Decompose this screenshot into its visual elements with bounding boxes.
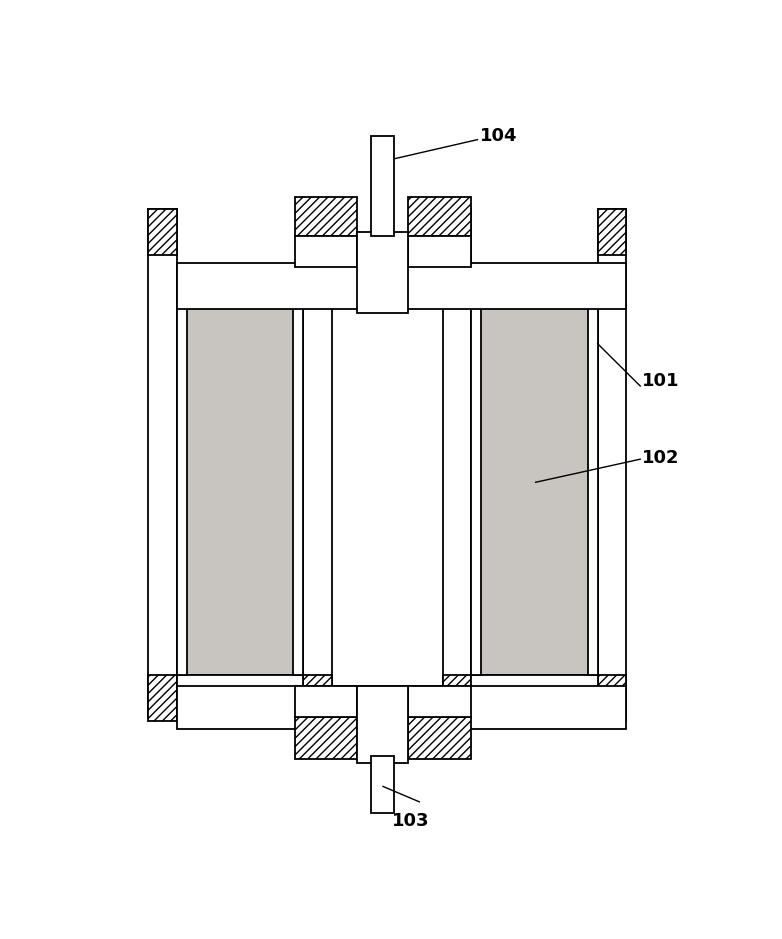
Bar: [303, 209, 332, 267]
Bar: [293, 305, 303, 675]
Bar: [472, 305, 482, 675]
Bar: [296, 197, 357, 236]
Bar: [371, 136, 394, 236]
Text: 103: 103: [393, 812, 430, 830]
Bar: [597, 209, 626, 717]
Text: 101: 101: [642, 372, 680, 390]
Bar: [407, 686, 472, 717]
Text: 102: 102: [642, 449, 680, 467]
Bar: [443, 675, 472, 721]
Bar: [597, 675, 626, 721]
Bar: [303, 675, 332, 721]
Bar: [177, 305, 187, 675]
Bar: [597, 209, 626, 255]
Bar: [303, 267, 332, 717]
Bar: [148, 209, 177, 255]
Bar: [407, 236, 472, 267]
Bar: [472, 305, 597, 675]
Bar: [296, 236, 357, 267]
Bar: [177, 305, 303, 675]
Bar: [296, 686, 357, 717]
Bar: [357, 686, 407, 763]
Bar: [371, 756, 394, 813]
Bar: [177, 267, 303, 305]
Bar: [357, 232, 407, 313]
Bar: [177, 263, 626, 309]
Bar: [472, 267, 597, 305]
Bar: [587, 305, 597, 675]
Bar: [177, 686, 626, 729]
Bar: [443, 267, 472, 717]
Bar: [407, 197, 472, 236]
Bar: [407, 717, 472, 760]
Text: 104: 104: [480, 127, 518, 145]
Bar: [148, 675, 177, 721]
Bar: [472, 675, 597, 714]
Bar: [443, 209, 472, 267]
Bar: [148, 209, 177, 717]
Bar: [296, 717, 357, 760]
Bar: [177, 675, 303, 714]
